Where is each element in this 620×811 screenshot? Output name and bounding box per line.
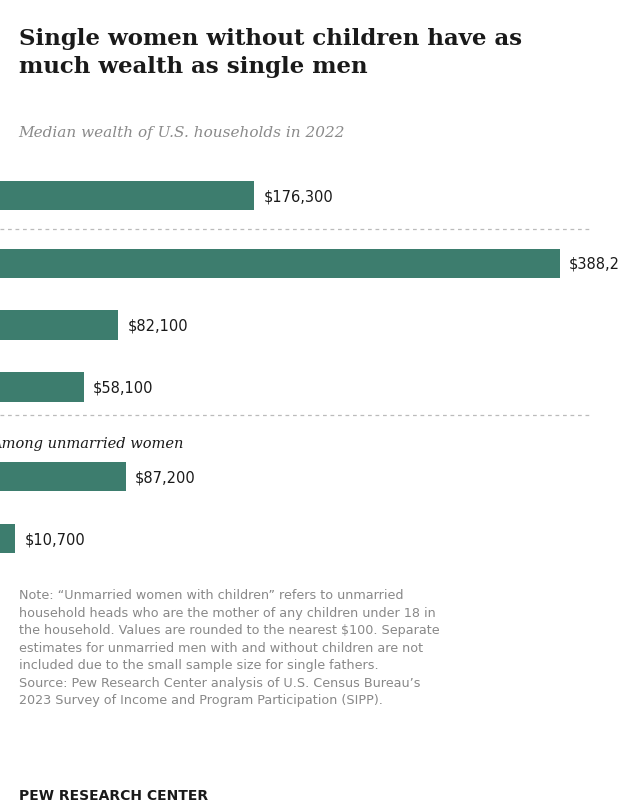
Text: PEW RESEARCH CENTER: PEW RESEARCH CENTER [19,788,208,802]
Text: Median wealth of U.S. households in 2022: Median wealth of U.S. households in 2022 [19,126,345,139]
Text: $10,700: $10,700 [25,531,86,547]
Text: $87,200: $87,200 [135,470,196,485]
Bar [0,525,16,554]
Text: $58,100: $58,100 [93,380,154,395]
Bar [0,373,84,402]
Bar [0,249,560,278]
Text: Among unmarried women: Among unmarried women [0,436,183,451]
Text: $388,200: $388,200 [569,256,620,272]
Text: Note: “Unmarried women with children” refers to unmarried
household heads who ar: Note: “Unmarried women with children” re… [19,589,439,706]
Text: $82,100: $82,100 [128,318,188,333]
Bar [0,311,118,341]
Bar [0,462,126,491]
Text: Single women without children have as
much wealth as single men: Single women without children have as mu… [19,28,521,77]
Bar [0,182,254,211]
Text: $176,300: $176,300 [264,189,334,204]
